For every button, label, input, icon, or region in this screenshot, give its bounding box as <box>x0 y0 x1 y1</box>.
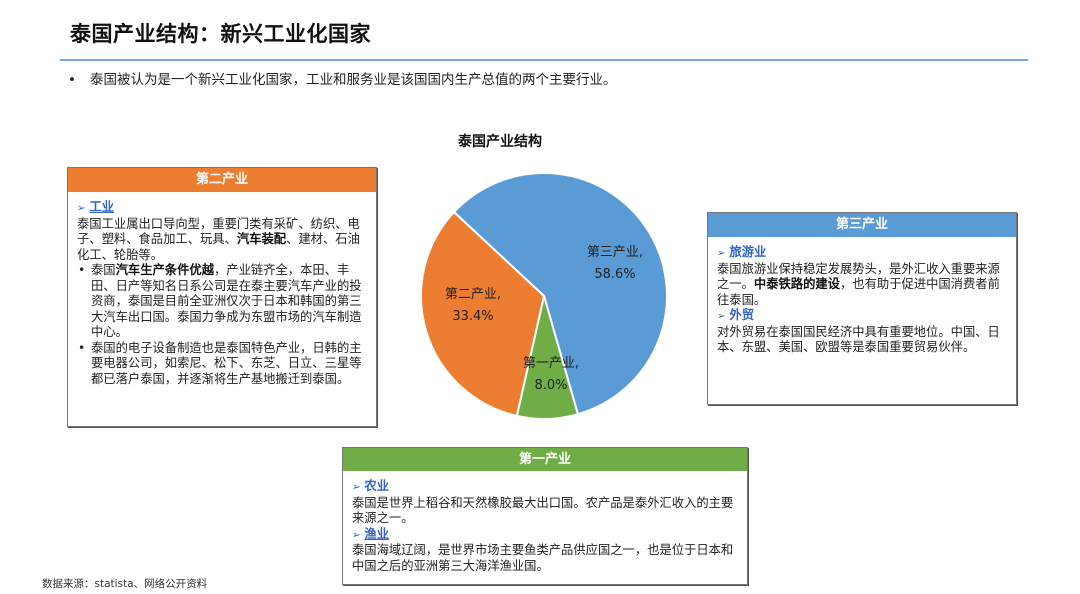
pie-label-tertiary: 第三产业, 58.6% <box>578 242 652 286</box>
bullet-icon: • <box>68 72 76 88</box>
title-divider <box>60 59 1028 61</box>
fishery-description: 泰国海域辽阔，是世界市场主要鱼类产品供应国之一，也是位于日本和中国之后的亚洲第三… <box>352 543 734 573</box>
arrow-right-icon: ➢ <box>77 203 86 214</box>
trade-description: 对外贸易在泰国国民经济中具有重要地位。中国、日本、东盟、美国、欧盟等是泰国重要贸… <box>717 324 1000 355</box>
pie-chart <box>421 173 667 419</box>
primary-industry-body: ➢ 农业 泰国是世界上稻谷和天然橡胶最大出口国。农产品是泰外汇收入的主要来源之一。… <box>343 471 747 578</box>
electronics-bullet: 泰国的电子设备制造也是泰国特色产业，日韩的主要电器公司，如索尼、松下、东芝、日立… <box>77 341 368 388</box>
pie-label-name: 第二产业, <box>444 287 502 302</box>
pie-label-value: 58.6% <box>594 267 636 282</box>
text-span: 、建材、石油化工、轮胎等。 <box>77 232 360 262</box>
agriculture-heading-text: 农业 <box>364 479 389 493</box>
agriculture-description: 泰国是世界上稻谷和天然橡胶最大出口国。农产品是泰外汇收入的主要来源之一。 <box>352 495 734 526</box>
chart-title: 泰国产业结构 <box>458 134 542 150</box>
bold-text: 中泰铁路的建设 <box>753 277 840 291</box>
arrow-right-icon: ➢ <box>717 248 726 259</box>
arrow-right-icon: ➢ <box>717 311 726 322</box>
text-span: 泰国工业属出口导向型，重要门类有采矿、纺织、电子、塑料、食品加工、玩具、 <box>77 216 360 247</box>
arrow-right-icon: ➢ <box>352 482 361 493</box>
pie-slice-secondary <box>421 210 546 418</box>
tourism-description: 泰国旅游业保持稳定发展势头，是外汇收入重要来源之一。中泰铁路的建设，也有助于促进… <box>717 262 1008 309</box>
primary-industry-box: 第一产业 ➢ 农业 泰国是世界上稻谷和天然橡胶最大出口国。农产品是泰外汇收入的主要… <box>342 447 748 585</box>
pie-label-name: 第三产业, <box>586 245 644 260</box>
fishery-heading: ➢ 渔业 <box>352 527 739 544</box>
secondary-industry-box: 第二产业 ➢ 工业 泰国工业属出口导向型，重要门类有采矿、纺织、电子、塑料、食品加… <box>67 167 377 427</box>
industry-heading: ➢ 工业 <box>77 200 368 217</box>
pie-label-value: 33.4% <box>452 309 494 324</box>
tourism-heading-text: 旅游业 <box>729 245 767 259</box>
bold-text: 汽车生产条件优越 <box>115 263 214 277</box>
trade-heading-text: 外贸 <box>729 308 754 322</box>
automotive-bullet: 泰国汽车生产条件优越，产业链齐全，本田、丰田、日产等知名日系公司是在泰主要汽车产… <box>77 263 368 341</box>
industry-description: 泰国工业属出口导向型，重要门类有采矿、纺织、电子、塑料、食品加工、玩具、汽车装配… <box>77 217 368 264</box>
intro-bullet: • 泰国被认为是一个新兴工业化国家，工业和服务业是该国国内生产总值的两个主要行业。 <box>68 68 617 88</box>
pie-label-secondary: 第二产业, 33.4% <box>436 284 510 328</box>
arrow-right-icon: ➢ <box>352 529 361 541</box>
text-span: 泰国 <box>91 263 116 277</box>
tertiary-industry-box: 第三产业 ➢ 旅游业 泰国旅游业保持稳定发展势头，是外汇收入重要来源之一。中泰铁路… <box>707 212 1017 405</box>
pie-label-value: 8.0% <box>534 378 568 393</box>
bold-text: 汽车装配 <box>236 232 287 246</box>
intro-text: 泰国被认为是一个新兴工业化国家，工业和服务业是该国国内生产总值的两个主要行业。 <box>90 72 617 88</box>
trade-heading: ➢ 外贸 <box>717 308 1008 325</box>
secondary-industry-header: 第二产业 <box>68 168 376 192</box>
pie-slice-tertiary <box>452 173 667 416</box>
text-span: ，也有助于促进中国消费者前往泰国。 <box>717 277 1000 307</box>
pie-label-primary: 第一产业, 8.0% <box>514 353 588 397</box>
data-source: 数据来源：statista、网络公开资料 <box>42 578 208 590</box>
tourism-heading: ➢ 旅游业 <box>717 245 1008 262</box>
tertiary-industry-body: ➢ 旅游业 泰国旅游业保持稳定发展势头，是外汇收入重要来源之一。中泰铁路的建设，也… <box>708 237 1016 360</box>
secondary-industry-body: ➢ 工业 泰国工业属出口导向型，重要门类有采矿、纺织、电子、塑料、食品加工、玩具、… <box>68 192 376 391</box>
page-title: 泰国产业结构：新兴工业化国家 <box>70 22 371 46</box>
primary-industry-header: 第一产业 <box>343 448 747 471</box>
pie-label-name: 第一产业, <box>522 356 580 371</box>
text-span: ，产业链齐全，本田、丰田、日产等知名日系公司是在泰主要汽车产业的投资商，泰国是目… <box>91 263 362 339</box>
fishery-heading-text: 渔业 <box>364 526 389 541</box>
text-span: 泰国旅游业保持稳定发展势头，是外汇收入重要来源之一。 <box>717 261 1000 292</box>
agriculture-heading: ➢ 农业 <box>352 479 739 496</box>
tertiary-industry-header: 第三产业 <box>708 213 1016 237</box>
industry-heading-text: 工业 <box>89 200 114 214</box>
